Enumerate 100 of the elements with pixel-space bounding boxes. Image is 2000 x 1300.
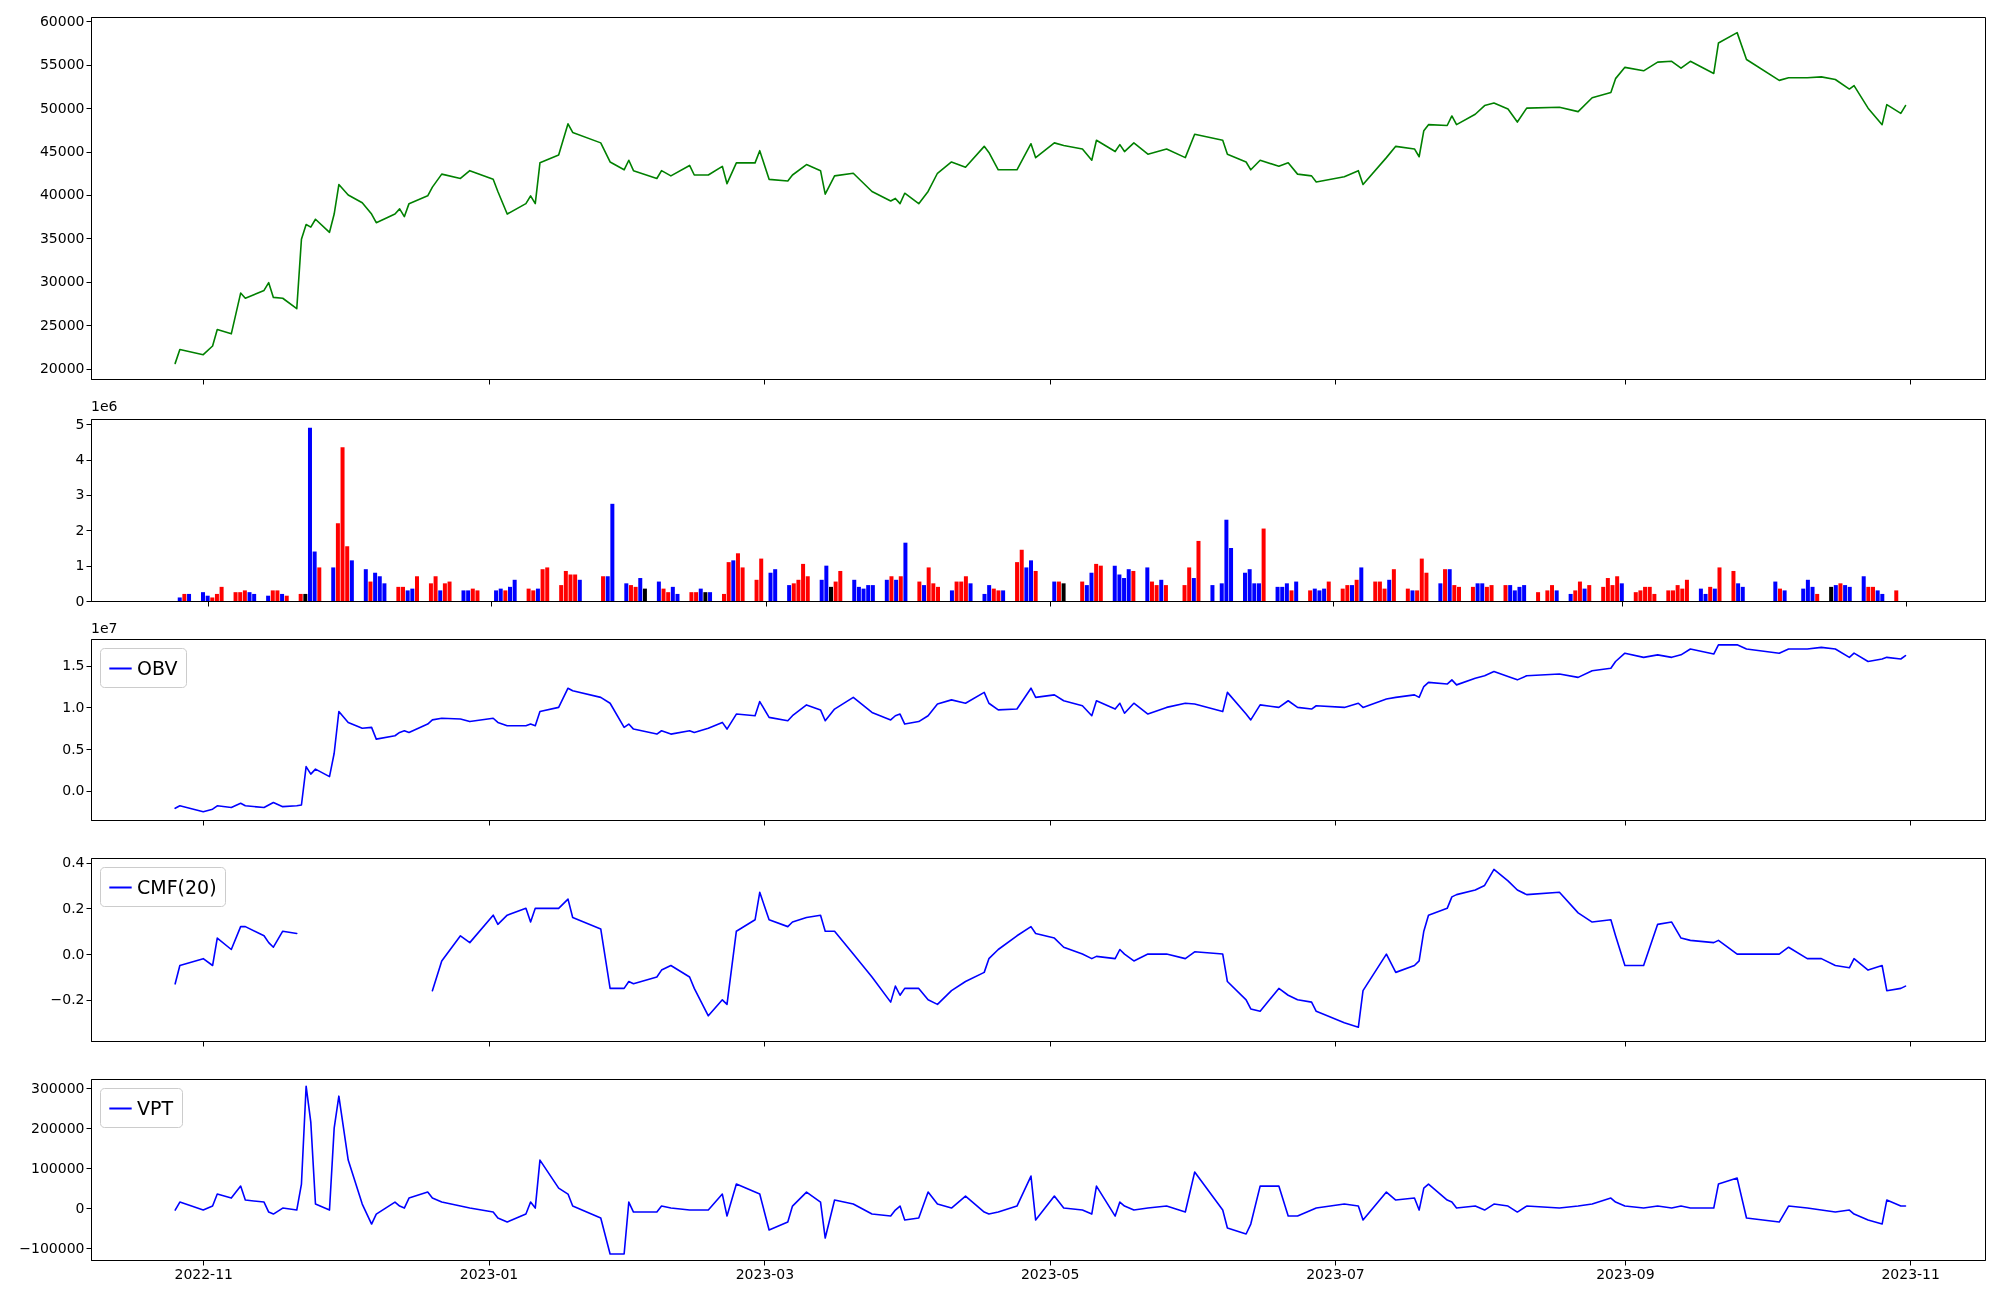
y-tick-label: 4 bbox=[75, 451, 85, 468]
bar bbox=[1001, 590, 1006, 601]
bar bbox=[884, 579, 889, 601]
bar bbox=[889, 576, 894, 601]
bar bbox=[624, 583, 629, 601]
bar bbox=[284, 595, 289, 601]
y-tick-label: 25000 bbox=[39, 316, 85, 333]
bar bbox=[926, 567, 931, 601]
bar bbox=[540, 569, 545, 601]
bar bbox=[563, 570, 568, 601]
x-tick-label: 2022-11 bbox=[174, 1265, 233, 1282]
y-tick-label: 2 bbox=[75, 521, 85, 538]
bar bbox=[991, 588, 996, 601]
bar bbox=[1475, 583, 1480, 601]
bar bbox=[1833, 585, 1838, 601]
bar bbox=[768, 572, 773, 601]
bar bbox=[968, 583, 973, 601]
bar bbox=[1782, 590, 1787, 601]
bar bbox=[949, 590, 954, 601]
bar bbox=[410, 588, 415, 601]
bar bbox=[1354, 579, 1359, 601]
bar bbox=[1456, 586, 1461, 601]
bar bbox=[1126, 569, 1131, 601]
x-tick-label: 2023-11 bbox=[1881, 1265, 1940, 1282]
y-tick-label: 50000 bbox=[39, 99, 85, 116]
bar bbox=[1196, 540, 1201, 601]
bar bbox=[1280, 586, 1285, 601]
bar bbox=[1508, 585, 1513, 601]
bar bbox=[698, 588, 703, 601]
bar bbox=[1861, 576, 1866, 601]
bar bbox=[233, 592, 238, 601]
bar bbox=[1712, 588, 1717, 601]
bar bbox=[861, 588, 866, 601]
bar bbox=[1159, 579, 1164, 601]
bar bbox=[1098, 565, 1103, 601]
bar bbox=[1577, 581, 1582, 601]
bar bbox=[1666, 590, 1671, 601]
bar bbox=[340, 447, 345, 601]
bar bbox=[963, 576, 968, 601]
bar bbox=[210, 597, 215, 601]
y-tick-label: 100000 bbox=[31, 1159, 85, 1176]
y-tick-label: 5 bbox=[75, 415, 85, 432]
bar bbox=[1094, 563, 1099, 601]
bar bbox=[377, 576, 382, 601]
bar bbox=[270, 590, 275, 601]
text: 1e7 bbox=[91, 620, 118, 636]
bar bbox=[1843, 585, 1848, 601]
bar bbox=[1359, 567, 1364, 601]
bar bbox=[1033, 570, 1038, 601]
bar bbox=[1289, 590, 1294, 601]
bar bbox=[601, 576, 606, 601]
bar bbox=[838, 570, 843, 601]
y-tick-label: 40000 bbox=[39, 186, 85, 203]
bar bbox=[610, 503, 615, 601]
y-tick-label: 20000 bbox=[39, 360, 85, 377]
bar bbox=[1740, 586, 1745, 601]
y-tick-label: −100000 bbox=[19, 1239, 85, 1256]
bar bbox=[568, 574, 573, 601]
bar bbox=[670, 586, 675, 601]
y-tick-label: 0.0 bbox=[62, 945, 85, 962]
y-tick-label: 1.0 bbox=[62, 698, 85, 715]
y-tick-label: 1 bbox=[75, 557, 85, 574]
bar bbox=[577, 579, 582, 601]
y-tick-label: 3 bbox=[75, 486, 85, 503]
bar bbox=[363, 569, 368, 601]
bar bbox=[1019, 549, 1024, 601]
bar bbox=[447, 581, 452, 601]
bar bbox=[1163, 585, 1168, 601]
bar bbox=[935, 586, 940, 601]
y-tick-label: 60000 bbox=[39, 12, 85, 29]
bar bbox=[317, 567, 322, 601]
bar bbox=[1089, 572, 1094, 601]
bar bbox=[1131, 570, 1136, 601]
x-tick-label: 2023-03 bbox=[735, 1265, 795, 1282]
bar bbox=[656, 581, 661, 601]
y-tick-label: −0.2 bbox=[50, 991, 85, 1008]
bar bbox=[1447, 569, 1452, 601]
bar bbox=[1191, 578, 1196, 601]
bar bbox=[1647, 586, 1652, 601]
y-tick-label: 0.5 bbox=[62, 740, 85, 757]
bar bbox=[438, 590, 443, 601]
bar bbox=[1736, 583, 1741, 601]
line-series bbox=[174, 1085, 1907, 1255]
bar bbox=[205, 595, 210, 601]
bar bbox=[1615, 576, 1620, 601]
bar bbox=[298, 593, 303, 601]
bar bbox=[689, 592, 694, 601]
bar bbox=[866, 585, 871, 601]
bar bbox=[1438, 583, 1443, 601]
bar bbox=[470, 588, 475, 601]
bar bbox=[1056, 581, 1061, 601]
x-tick-label: 2023-01 bbox=[459, 1265, 519, 1282]
bar bbox=[396, 586, 401, 601]
bar bbox=[1777, 588, 1782, 601]
bar bbox=[787, 585, 792, 601]
bar bbox=[238, 592, 243, 601]
bar bbox=[1187, 567, 1192, 601]
y-tick-label: 30000 bbox=[39, 273, 85, 290]
bar bbox=[708, 592, 713, 601]
bar bbox=[177, 597, 182, 601]
